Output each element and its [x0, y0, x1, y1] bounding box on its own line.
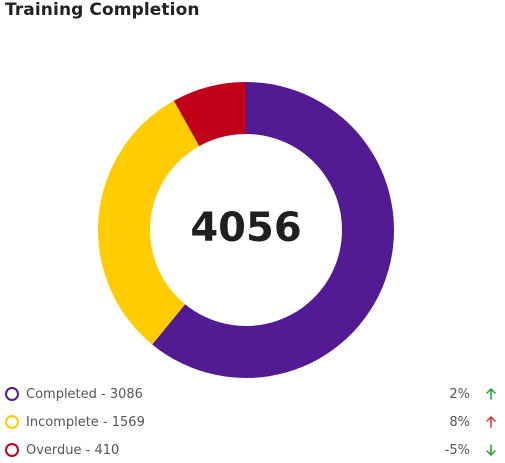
legend-marker-incomplete-icon	[5, 415, 19, 429]
chart-title: Training Completion	[5, 0, 200, 20]
legend-marker-completed-icon	[5, 387, 19, 401]
donut-slice-incomplete[interactable]	[97, 100, 200, 345]
legend-label-completed: Completed - 3086	[26, 386, 143, 402]
legend-label-overdue: Overdue - 410	[26, 442, 120, 458]
donut-center-total: 4056	[190, 205, 301, 251]
legend-item-completed[interactable]: Completed - 3086 2%	[5, 380, 500, 408]
donut-slice-overdue[interactable]	[173, 82, 246, 147]
donut-chart: 4056	[97, 82, 394, 379]
legend: Completed - 3086 2% Incomplete - 1569 8%…	[5, 380, 500, 463]
donut-chart-area: 4056	[97, 82, 394, 379]
legend-change-incomplete: 8%	[449, 414, 470, 430]
donut-slices	[97, 82, 394, 379]
arrow-up-icon	[486, 416, 496, 428]
arrow-up-icon	[486, 388, 496, 400]
arrow-down-icon	[486, 444, 496, 456]
legend-marker-overdue-icon	[5, 443, 19, 457]
legend-change-overdue: -5%	[444, 442, 470, 458]
legend-item-overdue[interactable]: Overdue - 410 -5%	[5, 436, 500, 463]
legend-change-completed: 2%	[449, 386, 470, 402]
legend-item-incomplete[interactable]: Incomplete - 1569 8%	[5, 408, 500, 436]
legend-label-incomplete: Incomplete - 1569	[26, 414, 145, 430]
donut-slice-completed[interactable]	[152, 82, 394, 379]
